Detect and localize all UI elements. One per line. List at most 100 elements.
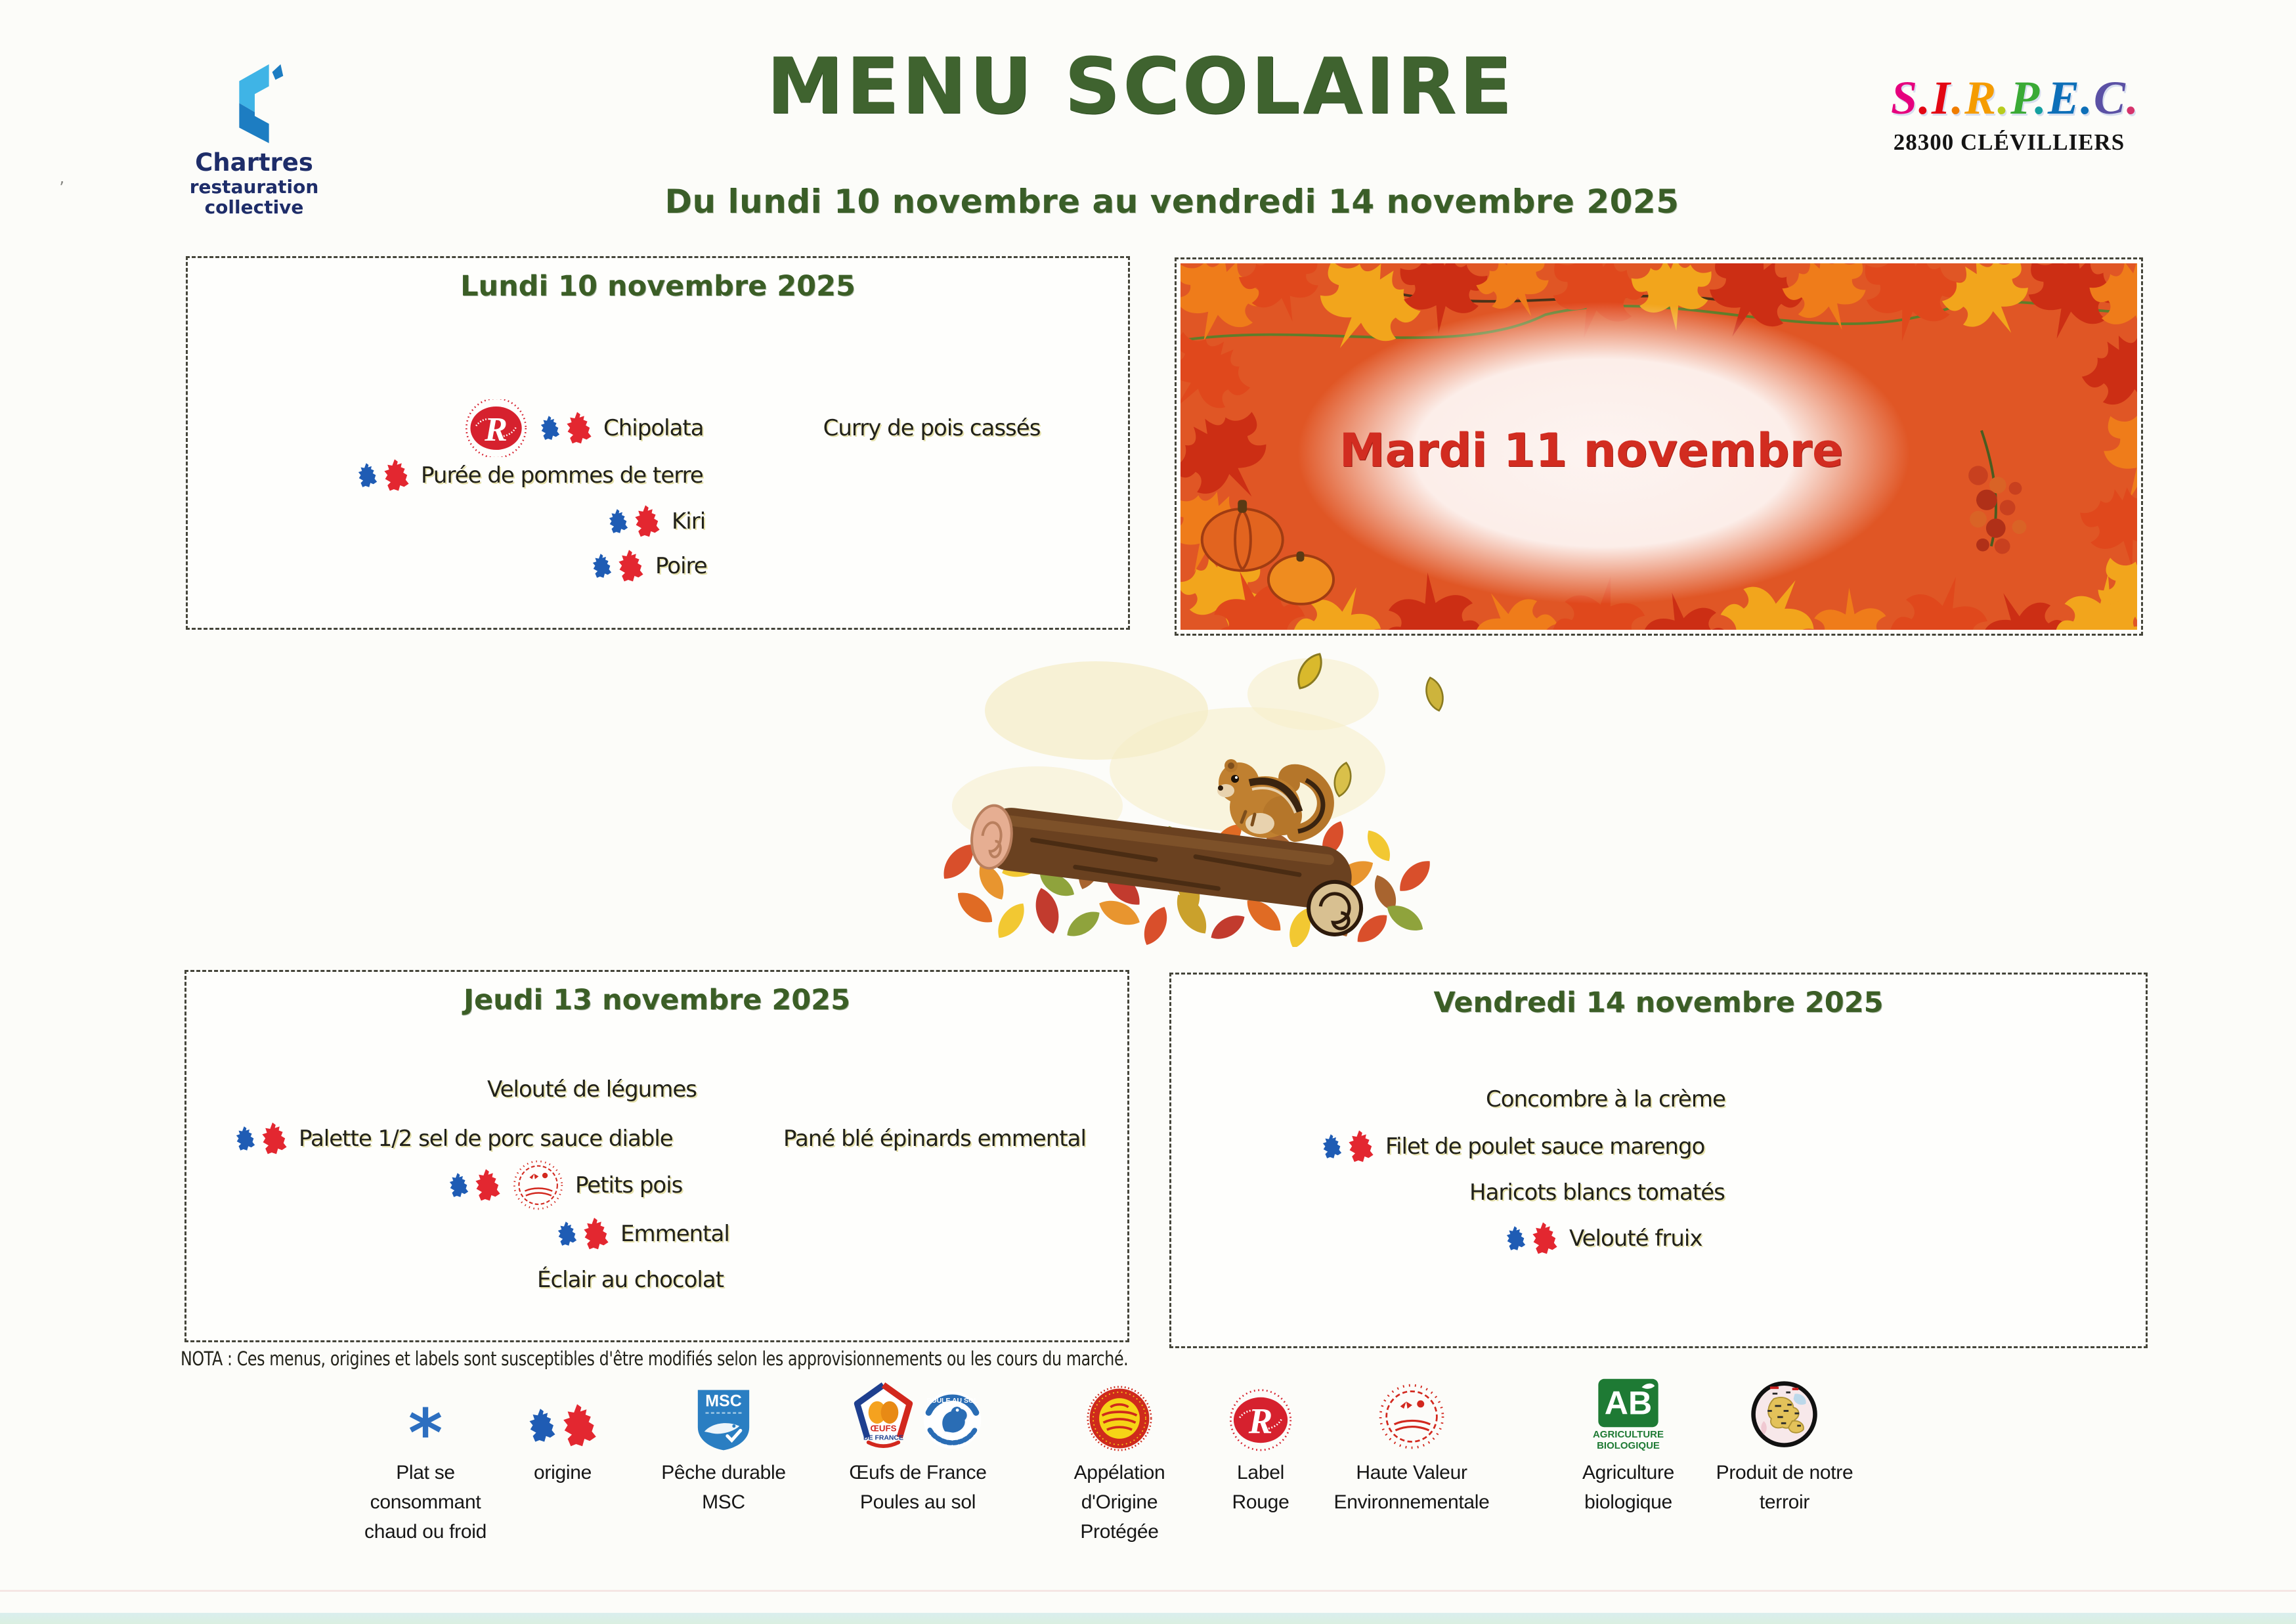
autumn-leaves-image [1180, 263, 2137, 630]
svg-text:R: R [1247, 1401, 1272, 1441]
sirpec-letters: S.I.R.P.E.C. [1891, 71, 2138, 125]
aop-icon [1087, 1386, 1152, 1451]
legend-item-hve: Haute Valeur Environnementale [1313, 1378, 1510, 1517]
chartres-logo: Chartres restauration collective [179, 60, 330, 218]
lundi-row-main: R Chipolata Curry de pois cassés [464, 399, 1041, 457]
menu-item: Petits pois [575, 1172, 683, 1198]
vendredi-row-dessert: Velouté fruix [1505, 1214, 1702, 1263]
menu-item: Pané blé épinards emmental [783, 1126, 1087, 1152]
hve-icon [513, 1160, 563, 1210]
page-title: MENU SCOLAIRE [766, 41, 1515, 131]
jeudi-row-cheese: Emmental [557, 1210, 730, 1258]
legend-label: Haute Valeur Environnementale [1333, 1462, 1490, 1513]
svg-text:MSC: MSC [705, 1392, 742, 1411]
menu-box-jeudi: Jeudi 13 novembre 2025 Velouté de légume… [184, 970, 1129, 1342]
sirpec-letter: R [1964, 72, 1998, 124]
menu-box-lundi: Lundi 10 novembre 2025 R Chipolata Curry… [186, 256, 1130, 630]
label-rouge-icon: R [466, 399, 527, 457]
vendredi-row-main: Filet de poulet sauce marengo [1322, 1122, 1705, 1171]
oeufs-de-france-icon: ŒUFS DE FRANCE [854, 1382, 913, 1448]
chartres-brand-line1: restauration [189, 176, 319, 198]
vendredi-row-side: Haricots blancs tomatés [1469, 1168, 1725, 1217]
pumpkin [1200, 500, 1335, 605]
svg-text:AB: AB [1605, 1385, 1652, 1422]
origine-france-icon [235, 1120, 288, 1158]
sirpec-logo: S.I.R.P.E.C. 28300 CLÉVILLIERS [1891, 71, 2138, 156]
legend-item-label-rouge: R Label Rouge [1162, 1378, 1359, 1517]
sirpec-letter: P [2010, 72, 2035, 124]
menu-item: Poire [655, 553, 708, 579]
menu-item: Concombre à la crème [1486, 1086, 1726, 1112]
squirrel-on-log-illustration [936, 648, 1448, 947]
asterisk-icon: * [408, 1395, 443, 1472]
menu-item: Palette 1/2 sel de porc sauce diable [299, 1126, 674, 1152]
jeudi-row-main: Palette 1/2 sel de porc sauce diable [235, 1114, 674, 1163]
vendredi-title: Vendredi 14 novembre 2025 [1433, 986, 1884, 1019]
menu-item: Filet de poulet sauce marengo [1385, 1133, 1705, 1160]
jeudi-row-side: Petits pois [448, 1160, 683, 1210]
origine-france-icon [357, 456, 410, 494]
sirpec-letter: . [1997, 72, 2011, 124]
menu-item: Chipolata [603, 415, 704, 441]
origine-france-icon [448, 1166, 502, 1204]
scan-artifact-line [0, 1590, 2296, 1592]
sirpec-letter: . [1918, 72, 1932, 124]
origine-france-icon [528, 1400, 598, 1451]
legend-label: Label Rouge [1232, 1462, 1289, 1513]
sirpec-letter: E [2047, 72, 2081, 124]
menu-item: Éclair au chocolat [537, 1267, 724, 1293]
legend-item-ab: AB AGRICULTURE BIOLOGIQUE Agriculture bi… [1530, 1378, 1727, 1517]
vendredi-row-entree: Concombre à la crème [1486, 1075, 1726, 1124]
lundi-row-2: Purée de pommes de terre [357, 451, 704, 500]
menu-box-mardi: Mardi 11 novembre [1175, 257, 2143, 636]
origine-france-icon [540, 409, 593, 447]
legend-label: Agriculture biologique [1582, 1462, 1675, 1513]
lundi-row-3: Kiri [608, 497, 706, 546]
origine-france-icon [592, 547, 645, 585]
svg-text:ŒUFS: ŒUFS [871, 1423, 897, 1433]
legend-item-oeufs: ŒUFS DE FRANCE POULE AU SOL Œufs de Fran… [819, 1378, 1016, 1517]
ab-icon: AB [1598, 1378, 1658, 1428]
menu-item: Kiri [672, 508, 706, 535]
jeudi-title: Jeudi 13 novembre 2025 [463, 984, 851, 1017]
sirpec-letter: S [1891, 72, 1919, 124]
sirpec-letter: . [2034, 72, 2048, 124]
mardi-title: Mardi 11 novembre [1339, 423, 1844, 477]
svg-text:DE FRANCE: DE FRANCE [863, 1435, 903, 1442]
sirpec-letter: . [2126, 72, 2140, 124]
poule-au-sol-icon: POULE AU SOL [923, 1391, 982, 1449]
menu-item: Curry de pois cassés [823, 415, 1041, 441]
svg-text:POULE AU SOL: POULE AU SOL [927, 1397, 979, 1405]
msc-icon: MSC [697, 1390, 750, 1451]
jeudi-row-dessert: Éclair au chocolat [537, 1256, 724, 1304]
chartres-brand-name: Chartres [195, 148, 313, 177]
legend-item-terroir: Produit de notre terroir [1686, 1378, 1883, 1517]
date-range-subtitle: Du lundi 10 novembre au vendredi 14 nove… [664, 183, 1679, 221]
legend-label: Plat se consommant chaud ou froid [364, 1462, 487, 1543]
jeudi-row-entree: Velouté de légumes [487, 1065, 697, 1114]
svg-text:R: R [484, 411, 508, 449]
menu-item: Velouté de légumes [487, 1076, 697, 1103]
sirpec-address: 28300 CLÉVILLIERS [1893, 129, 2125, 155]
legend-item-origine: origine [464, 1378, 661, 1487]
lundi-title: Lundi 10 novembre 2025 [460, 270, 856, 303]
origine-france-icon [1505, 1219, 1559, 1258]
scan-artifact-strip [0, 1613, 2296, 1624]
chartres-c-icon [239, 64, 284, 144]
scan-artifact: ’ [59, 179, 65, 198]
legend-item-aop: Appélation d'Origine Protégée [1021, 1378, 1218, 1547]
label-rouge-icon: R [1229, 1389, 1291, 1451]
legend-label: Œufs de France Poules au sol [849, 1462, 987, 1513]
legend-label: Pêche durable MSC [661, 1462, 786, 1513]
legend-item-msc: MSC Pêche durable MSC [625, 1378, 822, 1517]
sirpec-letter: I [1932, 72, 1952, 124]
origine-france-icon [608, 502, 661, 540]
nota-disclaimer: NOTA : Ces menus, origines et labels son… [181, 1348, 1129, 1370]
sirpec-letter: . [1951, 72, 1965, 124]
menu-box-vendredi: Vendredi 14 novembre 2025 Concombre à la… [1169, 973, 2148, 1348]
menu-item: Emmental [620, 1221, 730, 1247]
legend-label: Produit de notre terroir [1716, 1462, 1853, 1513]
hve-icon [1379, 1384, 1444, 1449]
legend-item-plat: * Plat se consommant chaud ou froid [327, 1378, 524, 1547]
